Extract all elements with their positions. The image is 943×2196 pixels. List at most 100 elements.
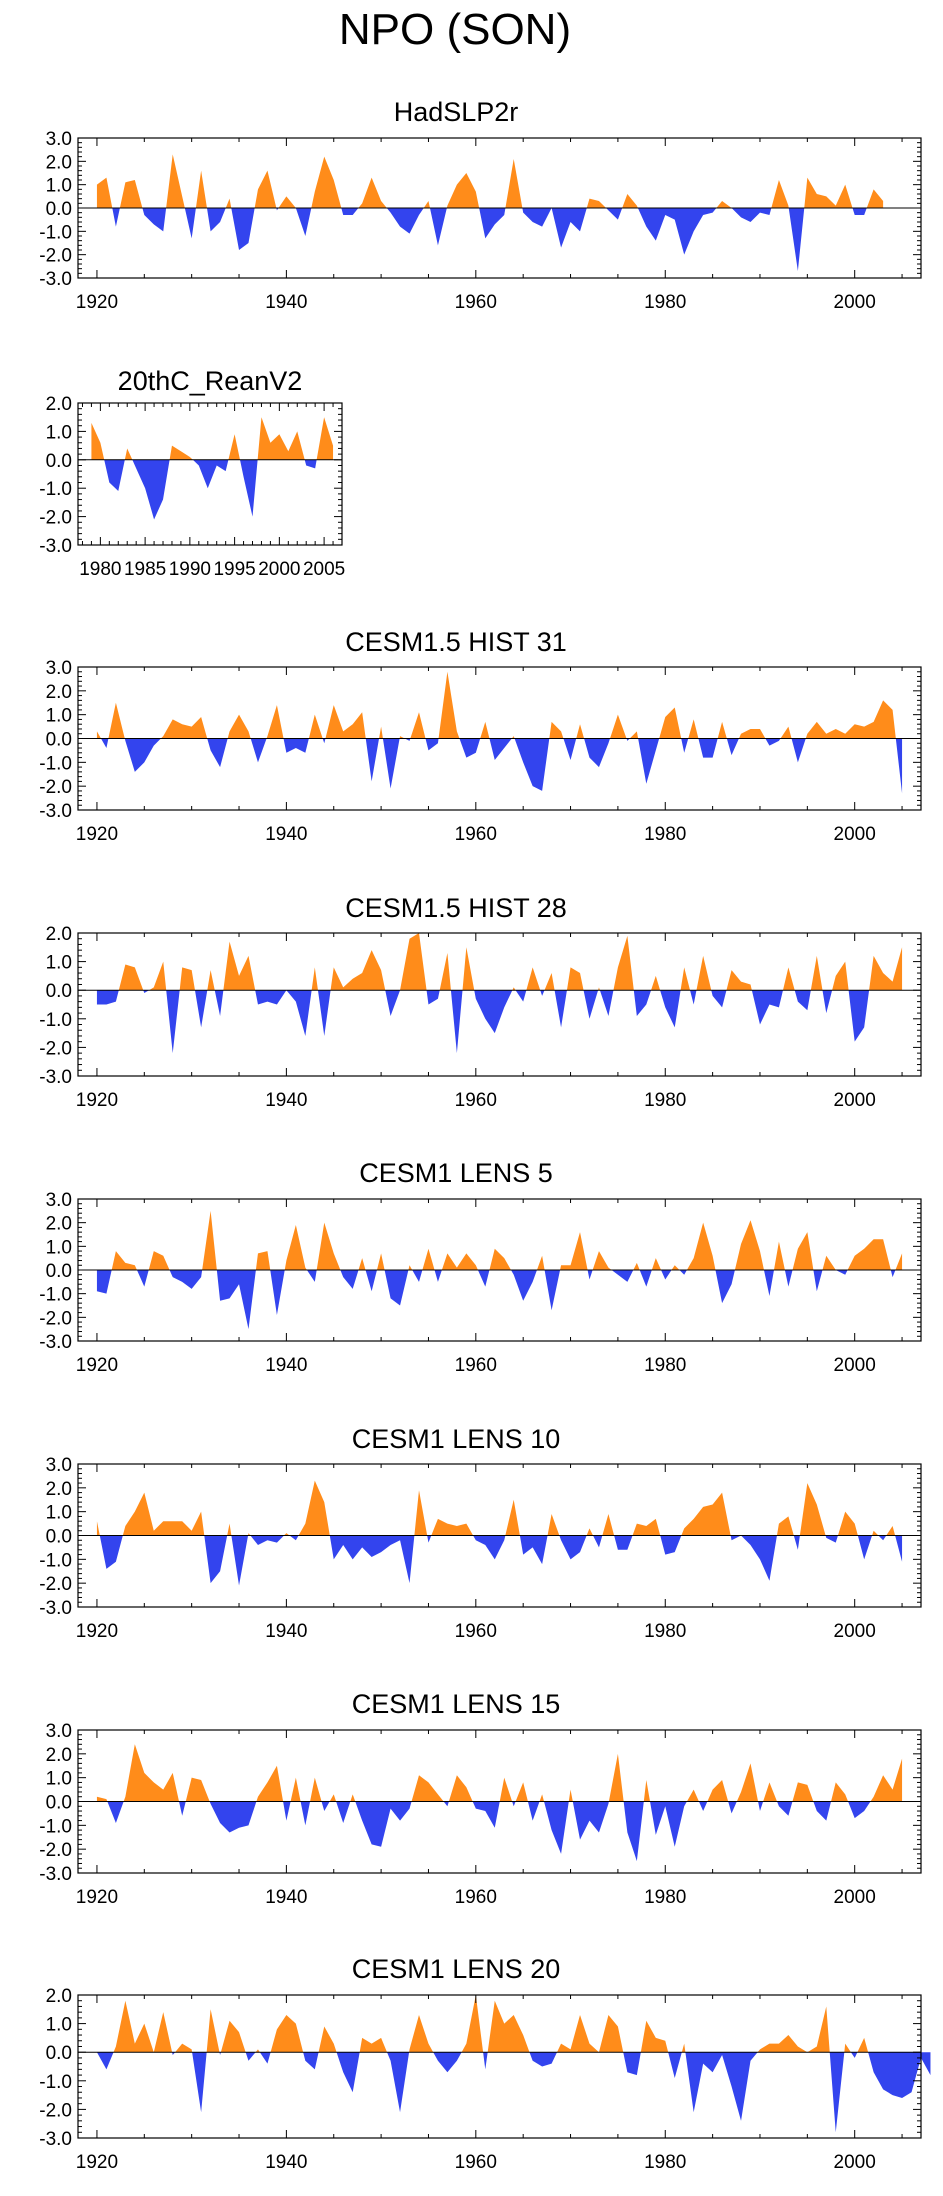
y-tick-label: 0.0 — [46, 2043, 72, 2064]
plot-frame — [77, 1994, 922, 2139]
positive-area — [91, 417, 334, 460]
y-tick-label: -1.0 — [39, 479, 72, 500]
y-tick-label: 3.0 — [46, 129, 72, 150]
y-tick-label: 1.0 — [46, 422, 72, 443]
y-tick-label: -1.0 — [39, 1285, 72, 1306]
y-tick-label: 3.0 — [46, 658, 72, 679]
x-tick-label: 1990 — [169, 559, 211, 580]
y-tick-label: 2.0 — [46, 1479, 72, 1500]
y-tick-label: -2.0 — [39, 1038, 72, 1059]
x-tick-label: 1960 — [455, 1090, 497, 1111]
y-tick-label: 1.0 — [46, 1769, 72, 1790]
x-tick-label: 1960 — [455, 1355, 497, 1376]
figure-title: NPO (SON) — [339, 5, 571, 54]
x-tick-label: 2000 — [834, 1887, 876, 1908]
y-tick-label: -1.0 — [39, 1010, 72, 1031]
x-tick-label: 2000 — [834, 1621, 876, 1642]
panel-title: HadSLP2r — [394, 97, 519, 127]
x-tick-label: 1920 — [76, 1090, 118, 1111]
panel-title: CESM1.5 HIST 28 — [345, 893, 567, 923]
y-tick-label: 0.0 — [46, 199, 72, 220]
x-tick-label: 2000 — [834, 1090, 876, 1111]
y-tick-label: 1.0 — [46, 706, 72, 727]
x-tick-label: 1920 — [76, 292, 118, 313]
x-tick-label: 2000 — [258, 559, 300, 580]
x-tick-label: 2000 — [834, 292, 876, 313]
x-tick-label: 2000 — [834, 1355, 876, 1376]
y-tick-label: 1.0 — [46, 1237, 72, 1258]
positive-area — [96, 671, 896, 739]
y-tick-label: 0.0 — [46, 981, 72, 1002]
panel-title: CESM1 LENS 5 — [359, 1158, 553, 1188]
y-tick-label: 0.0 — [46, 1793, 72, 1814]
x-tick-label: 1980 — [644, 1887, 686, 1908]
y-tick-label: -1.0 — [39, 222, 72, 243]
x-tick-label: 1940 — [265, 1621, 307, 1642]
y-tick-label: 0.0 — [46, 451, 72, 472]
panel-title: 20thC_ReanV2 — [118, 366, 303, 396]
y-tick-label: 0.0 — [46, 1527, 72, 1548]
y-tick-label: 2.0 — [46, 924, 72, 945]
y-tick-label: -2.0 — [39, 2100, 72, 2121]
y-tick-label: -3.0 — [39, 1067, 72, 1088]
y-tick-label: 3.0 — [46, 1455, 72, 1476]
y-tick-label: 1.0 — [46, 176, 72, 197]
y-tick-label: -2.0 — [39, 1308, 72, 1329]
panel-cesm1-lens-10: CESM1 LENS 10 3.02.01.00.0-1.0-2.0-3.019… — [39, 1424, 922, 1642]
y-tick-label: -3.0 — [39, 536, 72, 557]
y-tick-label: -2.0 — [39, 1574, 72, 1595]
negative-area — [96, 1270, 896, 1330]
x-tick-label: 1980 — [644, 824, 686, 845]
x-tick-label: 1920 — [76, 1887, 118, 1908]
y-tick-label: 2.0 — [46, 1214, 72, 1235]
x-tick-label: 1960 — [455, 1887, 497, 1908]
x-tick-label: 1980 — [644, 292, 686, 313]
y-tick-label: -2.0 — [39, 777, 72, 798]
y-tick-label: -1.0 — [39, 1816, 72, 1837]
negative-area — [96, 990, 870, 1054]
y-tick-label: -3.0 — [39, 269, 72, 290]
y-tick-label: -1.0 — [39, 1550, 72, 1571]
y-tick-label: -3.0 — [39, 801, 72, 822]
negative-area — [107, 1801, 871, 1862]
x-tick-label: 1980 — [644, 1621, 686, 1642]
x-tick-label: 1985 — [124, 559, 166, 580]
x-tick-label: 1940 — [265, 1887, 307, 1908]
x-tick-label: 1940 — [265, 2152, 307, 2173]
x-tick-label: 1940 — [265, 1355, 307, 1376]
x-tick-label: 1920 — [76, 824, 118, 845]
y-tick-label: 2.0 — [46, 152, 72, 173]
positive-area — [111, 1210, 903, 1270]
y-tick-label: 2.0 — [46, 394, 72, 415]
x-tick-label: 1940 — [265, 1090, 307, 1111]
y-tick-label: 1.0 — [46, 2015, 72, 2036]
negative-area — [112, 208, 867, 271]
x-tick-label: 1980 — [79, 559, 121, 580]
x-tick-label: 1960 — [455, 824, 497, 845]
x-tick-label: 1940 — [265, 292, 307, 313]
x-tick-label: 1960 — [455, 2152, 497, 2173]
panel-cesm15-hist-28: CESM1.5 HIST 28 2.0 1.0 0.0 -1.0 -2.0 -3.0192… — [39, 893, 922, 1111]
y-tick-label: 0.0 — [46, 1261, 72, 1282]
y-tick-label: -1.0 — [39, 753, 72, 774]
x-tick-label: 1920 — [76, 2152, 118, 2173]
y-tick-label: 2.0 — [46, 682, 72, 703]
y-tick-label: -3.0 — [39, 1864, 72, 1885]
plot-frame — [77, 932, 922, 1077]
y-tick-label: 2.0 — [46, 1745, 72, 1766]
x-tick-label: 1960 — [455, 292, 497, 313]
x-tick-label: 1980 — [644, 1090, 686, 1111]
positive-area — [96, 154, 884, 208]
x-tick-label: 2000 — [834, 824, 876, 845]
panel-title: CESM1.5 HIST 31 — [345, 627, 567, 657]
x-tick-label: 1920 — [76, 1621, 118, 1642]
panel-cesm1-lens-15: CESM1 LENS 15 3.02.01.00.0-1.0-2.0-3.019… — [39, 1689, 922, 1908]
y-tick-label: 2.0 — [46, 1986, 72, 2007]
y-tick-label: -3.0 — [39, 2129, 72, 2150]
x-tick-label: 1980 — [644, 1355, 686, 1376]
plot-frame — [77, 402, 343, 546]
x-tick-label: 2000 — [834, 2152, 876, 2173]
